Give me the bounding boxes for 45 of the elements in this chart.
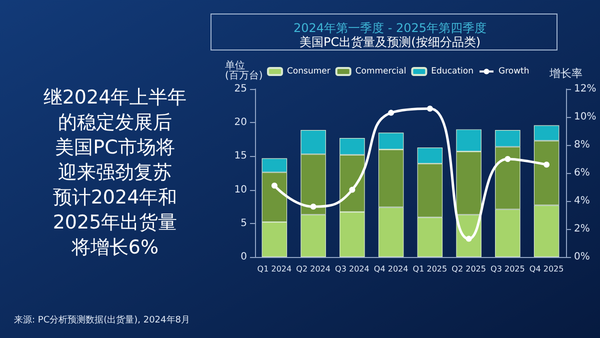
y2-tick-label: 6% [574,168,590,178]
x-tick-label: Q2 2025 [452,264,486,274]
x-tick-label: Q3 2025 [490,264,525,274]
y2-tick-label: 2% [574,224,590,234]
x-tick-label: Q1 2025 [412,264,448,274]
chart-subtitle: 美国PC出货量及预测(按细分品类) [300,35,480,49]
source-note: 来源: PC分析预测数据(出货量), 2024年8月 [14,314,190,326]
text: 将增长6% [70,236,159,258]
text: 迎来强劲复苏 [58,162,172,184]
legend-label: Education [431,66,474,76]
point [544,162,550,168]
y-tick-label: 5 [240,218,247,229]
point [310,204,316,210]
x-tick-label: Q4 2024 [374,264,408,274]
y-axis-title: 单位 (百万台) [225,60,263,82]
y-tick-label: 0 [240,252,247,262]
x-tick-label: Q2 2024 [296,264,330,274]
y2-tick-label: 4% [574,196,590,206]
point [504,156,511,162]
text: 预计2024年和 [52,186,178,208]
x-tick-label: Q1 2024 [257,264,292,274]
y2-tick-label: 8% [574,140,590,150]
point [466,236,472,242]
point [271,182,278,189]
chart-title: 2024年第一季度 - 2025年第四季度 [293,21,487,35]
y2-tick-label: 12% [574,84,596,94]
text: 2025年出货量 [52,212,178,234]
y2-tick-label: 10% [574,112,596,122]
y-tick-label: 25 [234,84,247,94]
text: 美国PC市场将 [55,136,175,158]
legend-label: Commercial [355,66,406,76]
y2-tick-label: 0% [574,252,590,262]
x-tick-label: Q3 2024 [335,264,370,274]
y-tick-label: 20 [234,117,247,128]
point [426,106,433,112]
point [349,186,356,193]
point [388,110,394,116]
text: 的稳定发展后 [58,112,172,134]
y-tick-label: 10 [234,184,247,196]
x-tick-label: Q4 2025 [529,264,564,274]
legend-label: Growth [498,66,530,76]
y-tick-label: 15 [234,150,247,162]
y2-axis-title: 增长率 [548,67,582,80]
text: 继2024年上半年 [43,86,187,108]
legend-label: Consumer [287,66,331,76]
